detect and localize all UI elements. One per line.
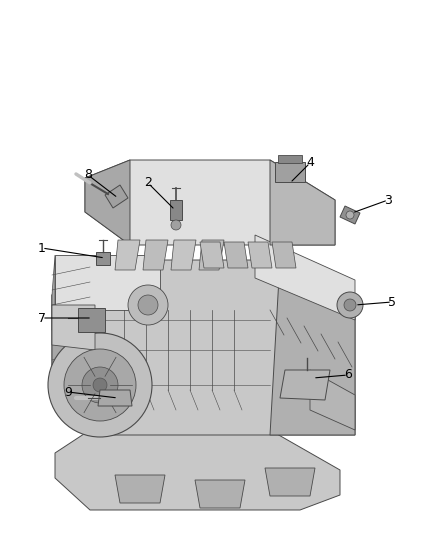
Polygon shape bbox=[98, 390, 132, 406]
Polygon shape bbox=[115, 475, 165, 503]
Polygon shape bbox=[52, 260, 355, 435]
Text: 9: 9 bbox=[64, 385, 72, 399]
Circle shape bbox=[344, 299, 356, 311]
Polygon shape bbox=[170, 200, 182, 220]
Polygon shape bbox=[143, 240, 168, 270]
Polygon shape bbox=[55, 430, 340, 510]
Text: 1: 1 bbox=[38, 241, 46, 254]
Circle shape bbox=[346, 211, 354, 219]
Text: 7: 7 bbox=[38, 311, 46, 325]
Circle shape bbox=[48, 333, 152, 437]
Polygon shape bbox=[275, 162, 305, 182]
Polygon shape bbox=[195, 480, 245, 508]
Polygon shape bbox=[278, 155, 302, 163]
Polygon shape bbox=[224, 242, 248, 268]
Polygon shape bbox=[52, 260, 90, 435]
Circle shape bbox=[337, 292, 363, 318]
Text: 6: 6 bbox=[344, 368, 352, 382]
Circle shape bbox=[93, 378, 107, 392]
Polygon shape bbox=[55, 255, 160, 310]
Polygon shape bbox=[85, 160, 130, 245]
Polygon shape bbox=[265, 468, 315, 496]
Polygon shape bbox=[52, 305, 95, 350]
Circle shape bbox=[82, 367, 118, 403]
Polygon shape bbox=[255, 235, 355, 320]
Polygon shape bbox=[78, 308, 105, 332]
Polygon shape bbox=[85, 160, 335, 245]
Polygon shape bbox=[115, 240, 140, 270]
Text: 8: 8 bbox=[84, 168, 92, 182]
Text: 2: 2 bbox=[144, 176, 152, 190]
Text: 4: 4 bbox=[306, 157, 314, 169]
Circle shape bbox=[128, 285, 168, 325]
Polygon shape bbox=[200, 242, 224, 268]
Polygon shape bbox=[171, 240, 196, 270]
Polygon shape bbox=[280, 370, 330, 400]
Circle shape bbox=[138, 295, 158, 315]
Polygon shape bbox=[310, 370, 355, 430]
Polygon shape bbox=[272, 242, 296, 268]
Polygon shape bbox=[270, 260, 355, 435]
Polygon shape bbox=[52, 255, 55, 330]
Polygon shape bbox=[199, 240, 224, 270]
Polygon shape bbox=[105, 185, 128, 208]
Text: 5: 5 bbox=[388, 295, 396, 309]
Polygon shape bbox=[248, 242, 272, 268]
Polygon shape bbox=[96, 252, 110, 265]
Text: 3: 3 bbox=[384, 193, 392, 206]
Circle shape bbox=[171, 220, 181, 230]
Circle shape bbox=[64, 349, 136, 421]
Polygon shape bbox=[270, 160, 335, 245]
Polygon shape bbox=[340, 206, 360, 224]
